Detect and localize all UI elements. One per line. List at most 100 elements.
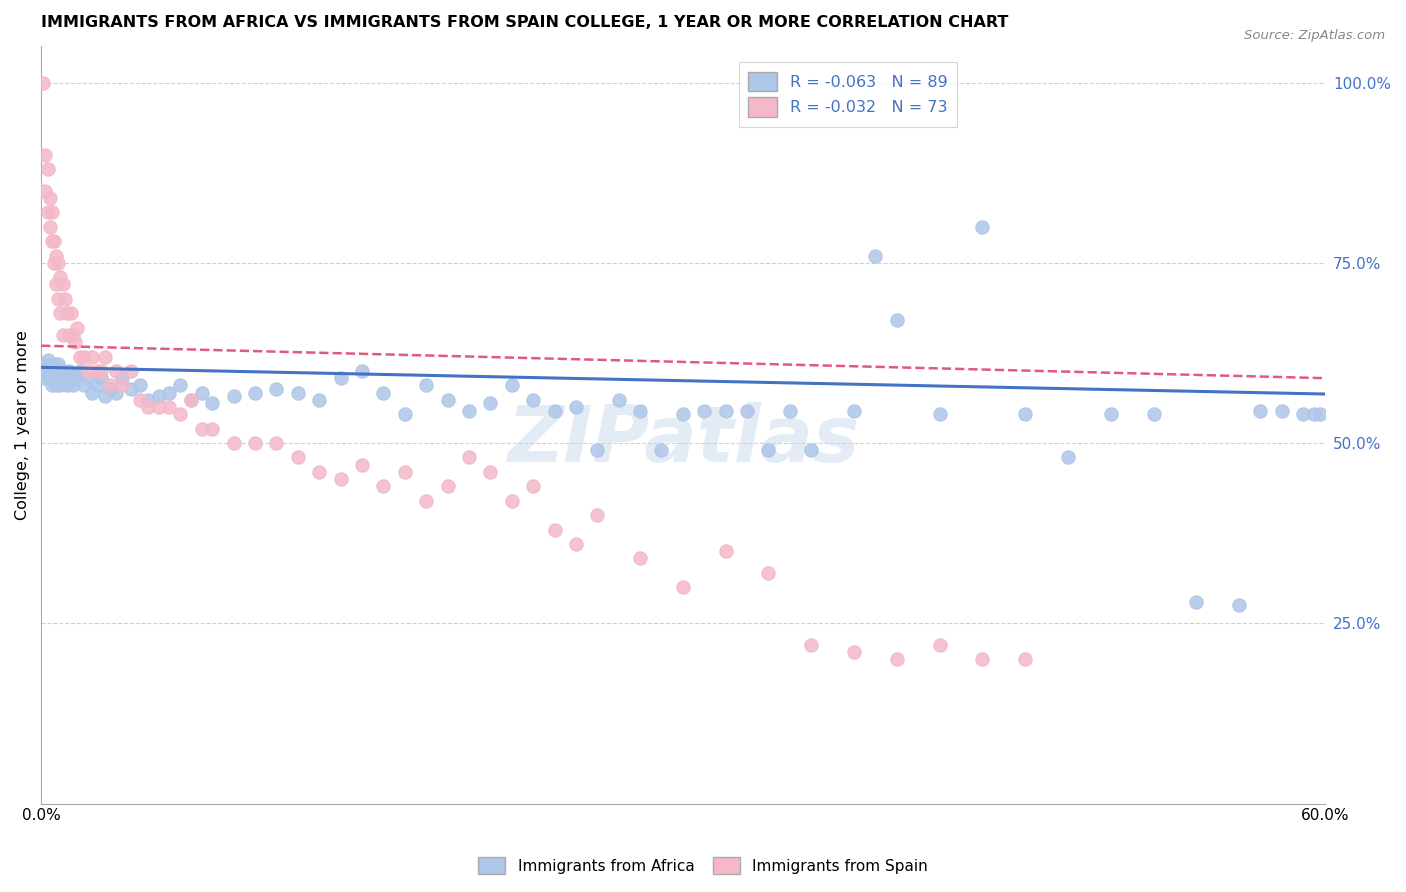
Point bbox=[41, 368, 63, 382]
Point bbox=[373, 479, 395, 493]
Point bbox=[41, 378, 63, 392]
Point bbox=[1099, 407, 1122, 421]
Point bbox=[45, 277, 67, 292]
Point bbox=[522, 479, 544, 493]
Point bbox=[42, 364, 65, 378]
Legend: Immigrants from Africa, Immigrants from Spain: Immigrants from Africa, Immigrants from … bbox=[472, 851, 934, 880]
Point bbox=[104, 385, 127, 400]
Point bbox=[565, 400, 588, 414]
Point bbox=[693, 403, 716, 417]
Point bbox=[42, 256, 65, 270]
Point bbox=[82, 350, 104, 364]
Point bbox=[479, 465, 502, 479]
Point bbox=[842, 403, 865, 417]
Point bbox=[65, 335, 87, 350]
Point bbox=[90, 364, 112, 378]
Point bbox=[49, 378, 72, 392]
Point bbox=[394, 465, 416, 479]
Point bbox=[46, 256, 69, 270]
Point bbox=[62, 378, 84, 392]
Point bbox=[128, 392, 150, 407]
Point bbox=[886, 652, 908, 666]
Point bbox=[94, 389, 117, 403]
Point bbox=[800, 443, 823, 458]
Point bbox=[501, 378, 523, 392]
Point bbox=[37, 364, 59, 378]
Point bbox=[34, 147, 56, 161]
Point bbox=[928, 407, 950, 421]
Point bbox=[90, 371, 112, 385]
Point bbox=[800, 638, 823, 652]
Point bbox=[69, 350, 91, 364]
Point bbox=[201, 396, 224, 410]
Point bbox=[159, 400, 181, 414]
Point bbox=[45, 378, 67, 392]
Point bbox=[1303, 407, 1326, 421]
Point bbox=[169, 378, 191, 392]
Point bbox=[266, 436, 288, 450]
Point bbox=[735, 403, 758, 417]
Point bbox=[436, 479, 458, 493]
Point bbox=[53, 371, 76, 385]
Point bbox=[128, 378, 150, 392]
Point bbox=[287, 385, 309, 400]
Point bbox=[842, 645, 865, 659]
Point bbox=[329, 371, 352, 385]
Point bbox=[45, 368, 67, 382]
Point bbox=[522, 392, 544, 407]
Point bbox=[159, 385, 181, 400]
Point bbox=[1142, 407, 1164, 421]
Point bbox=[82, 385, 104, 400]
Point bbox=[148, 400, 170, 414]
Point bbox=[714, 403, 737, 417]
Point bbox=[501, 493, 523, 508]
Point bbox=[222, 389, 245, 403]
Point bbox=[94, 350, 117, 364]
Point bbox=[329, 472, 352, 486]
Point bbox=[32, 75, 55, 89]
Point bbox=[972, 219, 994, 234]
Point bbox=[38, 371, 60, 385]
Point bbox=[458, 450, 481, 465]
Point bbox=[394, 407, 416, 421]
Point bbox=[758, 443, 780, 458]
Text: Source: ZipAtlas.com: Source: ZipAtlas.com bbox=[1244, 29, 1385, 42]
Point bbox=[46, 292, 69, 306]
Point bbox=[350, 458, 373, 472]
Point bbox=[41, 234, 63, 248]
Point bbox=[111, 371, 134, 385]
Point bbox=[51, 277, 73, 292]
Point bbox=[111, 378, 134, 392]
Point bbox=[1271, 403, 1294, 417]
Point bbox=[1014, 407, 1036, 421]
Point bbox=[148, 389, 170, 403]
Point bbox=[55, 378, 77, 392]
Point bbox=[169, 407, 191, 421]
Point bbox=[308, 465, 330, 479]
Y-axis label: College, 1 year or more: College, 1 year or more bbox=[15, 330, 30, 520]
Point bbox=[66, 368, 89, 382]
Point bbox=[415, 378, 437, 392]
Point bbox=[58, 327, 80, 342]
Point bbox=[37, 353, 59, 368]
Point bbox=[38, 219, 60, 234]
Point bbox=[37, 205, 59, 219]
Point bbox=[41, 205, 63, 219]
Point bbox=[62, 327, 84, 342]
Point bbox=[60, 371, 83, 385]
Point bbox=[1185, 595, 1208, 609]
Point bbox=[190, 385, 212, 400]
Point bbox=[34, 371, 56, 385]
Point bbox=[51, 364, 73, 378]
Point bbox=[32, 364, 55, 378]
Point bbox=[104, 364, 127, 378]
Point bbox=[77, 364, 100, 378]
Point bbox=[98, 378, 121, 392]
Point bbox=[86, 378, 108, 392]
Point bbox=[45, 249, 67, 263]
Point bbox=[180, 392, 202, 407]
Point bbox=[65, 371, 87, 385]
Point bbox=[415, 493, 437, 508]
Point bbox=[243, 385, 266, 400]
Point bbox=[1309, 407, 1331, 421]
